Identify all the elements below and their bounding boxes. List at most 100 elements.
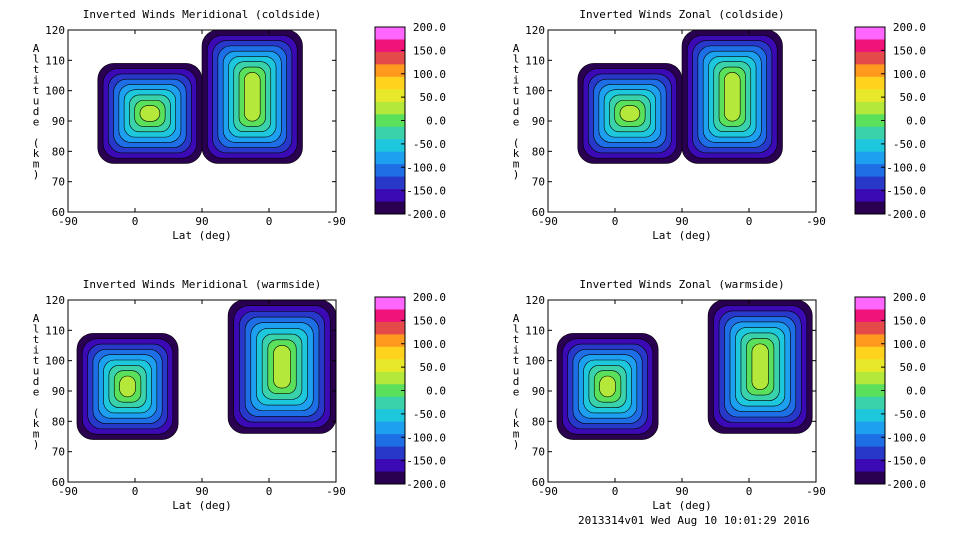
y-tick-label: 100 [45,355,65,368]
colorbar-tick-label: 150.0 [413,44,446,57]
colorbar-swatch [375,76,405,90]
colorbar-tick-label: 50.0 [420,91,447,104]
x-tick-label: -90 [326,485,346,498]
x-tick-label: 90 [675,215,688,228]
colorbar-swatch [375,101,405,115]
colorbar-swatch [375,201,405,215]
colorbar-swatch [855,446,885,460]
y-tick-label: 70 [52,446,65,459]
colorbar-swatch [855,396,885,410]
y-tick-label: 110 [45,54,65,67]
panel-meridional-coldside: Inverted Winds Meridional (coldside) 60 70… [0,0,480,270]
colorbar-swatch [855,434,885,448]
colorbar-tick-label: 150.0 [893,44,926,57]
colorbar-swatch [855,101,885,115]
x-tick-label: 0 [132,485,139,498]
colorbar-tick-label: -150.0 [886,185,926,198]
contour-region-0 [599,375,616,398]
colorbar-tick-label: 200.0 [893,291,926,304]
colorbar-tick-label: 50.0 [900,361,927,374]
colorbar-swatch [375,297,405,310]
colorbar-swatch [855,384,885,398]
y-tick-label: 80 [532,415,545,428]
colorbar-swatch [375,346,405,360]
x-axis-label: Lat (deg) [172,499,232,512]
colorbar-swatch [855,309,885,323]
y-tick-label: 100 [45,85,65,98]
colorbar-swatch [375,446,405,460]
y-tick-label: 110 [525,324,545,337]
colorbar-tick-label: 100.0 [893,338,926,351]
colorbar-tick-label: 150.0 [413,314,446,327]
footer-timestamp: 2013314v01 Wed Aug 10 10:01:29 2016 [578,514,810,527]
colorbar-swatch [855,27,885,40]
y-tick-label: 90 [52,115,65,128]
x-tick-label: -90 [58,485,78,498]
colorbar-swatch [375,309,405,323]
chart-svg: Inverted Winds Meridional (warmside) 60 70… [33,278,447,512]
colorbar-swatch [855,164,885,178]
colorbar-tick-label: -100.0 [886,431,926,444]
colorbar-swatch [855,471,885,485]
colorbar-swatch [855,139,885,153]
x-tick-label: 90 [195,215,208,228]
x-axis-label: Lat (deg) [652,499,712,512]
y-tick-label: 120 [525,24,545,37]
chart-title: Inverted Winds Meridional (coldside) [83,8,321,21]
x-tick-label: 0 [266,485,273,498]
y-tick-label: 70 [532,446,545,459]
colorbar-tick-label: -200.0 [886,478,926,491]
x-tick-label: -90 [806,215,826,228]
chart-title: Inverted Winds Meridional (warmside) [83,278,321,291]
colorbar-tick-label: 50.0 [420,361,447,374]
colorbar-tick-label: 50.0 [900,91,927,104]
panel-zonal-coldside: Inverted Winds Zonal (coldside) 60 70 80 90 1… [480,0,960,270]
x-axis-label: Lat (deg) [172,229,232,242]
x-tick-label: 0 [746,215,753,228]
chart-svg: Inverted Winds Zonal (warmside) 60 70 80 90 1… [513,278,927,512]
colorbar-tick-label: -200.0 [886,208,926,221]
contour-region-1 [273,345,291,389]
colorbar-swatch [375,89,405,103]
colorbar-tick-label: -150.0 [886,455,926,468]
colorbar-swatch [375,114,405,128]
y-tick-label: 80 [532,145,545,158]
colorbar-swatch [375,39,405,53]
colorbar-swatch [855,371,885,385]
x-tick-label: -90 [538,485,558,498]
contour-region-0 [119,375,136,398]
colorbar-tick-label: -50.0 [413,408,446,421]
x-tick-label: 90 [195,485,208,498]
x-tick-label: -90 [806,485,826,498]
y-tick-label: 60 [532,206,545,219]
colorbar-swatch [855,409,885,423]
colorbar-swatch [375,27,405,40]
colorbar-tick-label: -150.0 [406,455,446,468]
colorbar-tick-label: 0.0 [906,115,926,128]
colorbar-tick-label: 200.0 [413,21,446,34]
colorbar-tick-label: -150.0 [406,185,446,198]
contour-region-1 [751,343,769,390]
x-tick-label: 90 [675,485,688,498]
colorbar-swatch [855,346,885,360]
colorbar-swatch [855,321,885,335]
y-tick-label: 90 [532,115,545,128]
colorbar-tick-label: -50.0 [893,138,926,151]
y-tick-label: 80 [52,415,65,428]
y-tick-label: 60 [52,206,65,219]
colorbar-swatch [375,164,405,178]
colorbar-swatch [375,471,405,485]
x-tick-label: 0 [746,485,753,498]
colorbar-swatch [375,334,405,348]
colorbar-swatch [375,459,405,473]
colorbar-tick-label: 0.0 [426,115,446,128]
y-tick-label: 90 [532,385,545,398]
colorbar-swatch [375,51,405,65]
colorbar-swatch [375,359,405,373]
colorbar-tick-label: 100.0 [893,68,926,81]
y-tick-label: 90 [52,385,65,398]
colorbar-swatch [375,176,405,190]
x-tick-label: -90 [326,215,346,228]
